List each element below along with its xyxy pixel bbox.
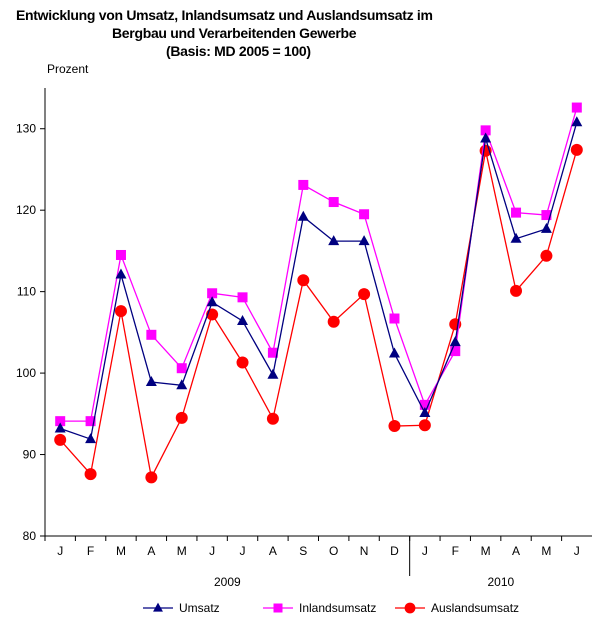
triangle-marker	[237, 314, 249, 325]
square-marker	[328, 197, 339, 208]
square-marker	[146, 329, 157, 340]
circle-marker	[418, 419, 431, 432]
triangle-marker	[267, 368, 279, 379]
legend-label: Umsatz	[179, 601, 220, 615]
triangle-marker	[145, 376, 157, 387]
circle-marker	[388, 420, 401, 433]
x-tick-label: J	[422, 544, 428, 558]
square-marker	[480, 125, 491, 136]
x-tick-label: J	[574, 544, 580, 558]
triangle-marker	[419, 407, 431, 418]
x-tick-label: F	[452, 544, 459, 558]
square-marker	[571, 102, 582, 113]
triangle-marker	[358, 235, 370, 246]
triangle-marker	[54, 422, 66, 433]
x-tick-label: A	[512, 544, 520, 558]
x-tick-label: M	[116, 544, 126, 558]
circle-marker	[297, 274, 310, 287]
triangle-marker	[153, 602, 163, 612]
y-tick-label: 130	[16, 122, 36, 136]
triangle-marker	[480, 132, 492, 143]
triangle-marker	[85, 433, 97, 444]
triangle-marker	[540, 222, 552, 233]
circle-marker	[84, 468, 97, 481]
chart-title-line-3: (Basis: MD 2005 = 100)	[166, 43, 311, 59]
triangle-marker	[388, 347, 400, 358]
square-marker	[298, 179, 309, 190]
legend-label: Auslandsumsatz	[431, 601, 519, 615]
x-tick-label: J	[209, 544, 215, 558]
triangle-marker	[115, 268, 127, 279]
chart-title-line-2: Bergbau und Verarbeitenden Gewerbe	[112, 25, 357, 41]
x-tick-label: F	[87, 544, 94, 558]
square-marker	[237, 292, 248, 303]
series-line	[59, 149, 578, 480]
circle-marker	[236, 356, 249, 369]
x-tick-label: M	[177, 544, 187, 558]
y-tick-label: 110	[17, 285, 36, 299]
square-marker	[207, 288, 218, 299]
square-marker	[85, 416, 96, 427]
y-axis-label: Prozent	[47, 62, 89, 76]
circle-marker	[54, 433, 67, 446]
x-tick-label: M	[481, 544, 491, 558]
x-tick-label: A	[147, 544, 155, 558]
circle-marker	[540, 249, 553, 262]
circle-marker	[327, 315, 340, 328]
square-marker	[359, 209, 370, 220]
square-marker	[273, 603, 283, 613]
triangle-marker	[510, 232, 522, 243]
square-marker	[541, 210, 552, 221]
series-inlandsumsatz	[55, 102, 582, 427]
circle-marker	[404, 602, 416, 614]
x-tick-label: A	[269, 544, 277, 558]
triangle-marker	[571, 116, 583, 127]
square-marker	[389, 313, 400, 324]
square-marker	[511, 207, 522, 218]
triangle-marker	[206, 296, 218, 307]
x-tick-label: N	[360, 544, 369, 558]
series-umsatz	[54, 116, 583, 444]
triangle-marker	[176, 379, 188, 390]
legend-item: Auslandsumsatz	[395, 601, 519, 615]
x-tick-label: S	[299, 544, 307, 558]
circle-marker	[510, 284, 523, 297]
y-tick-label: 100	[16, 366, 36, 380]
triangle-marker	[449, 336, 461, 347]
circle-marker	[266, 412, 279, 425]
x-tick-label: J	[240, 544, 246, 558]
circle-marker	[570, 143, 583, 156]
triangle-marker	[328, 235, 340, 246]
x-tick-label: J	[57, 544, 63, 558]
y-tick-label: 80	[23, 529, 37, 543]
square-marker	[419, 399, 430, 410]
legend-item: Inlandsumsatz	[263, 601, 376, 615]
square-marker	[115, 249, 126, 260]
square-marker	[176, 363, 187, 374]
circle-marker	[145, 471, 158, 484]
square-marker	[267, 347, 278, 358]
square-marker	[55, 416, 66, 427]
series-auslandsumsatz	[54, 143, 583, 484]
circle-marker	[114, 305, 127, 318]
legend-item: Umsatz	[143, 601, 220, 615]
circle-marker	[175, 411, 188, 424]
y-tick-label: 90	[23, 448, 37, 462]
series-line	[59, 122, 578, 440]
legend-label: Inlandsumsatz	[299, 601, 376, 615]
x-tick-label: O	[329, 544, 338, 558]
x-tick-label: D	[390, 544, 399, 558]
group-label: 2009	[214, 575, 241, 589]
group-label: 2010	[487, 575, 514, 589]
y-tick-label: 120	[16, 203, 36, 217]
circle-marker	[358, 288, 371, 301]
triangle-marker	[297, 210, 309, 221]
series-line	[60, 107, 578, 422]
square-marker	[450, 346, 461, 357]
chart-title-line-1: Entwicklung von Umsatz, Inlandsumsatz un…	[16, 7, 433, 23]
x-tick-label: M	[541, 544, 551, 558]
